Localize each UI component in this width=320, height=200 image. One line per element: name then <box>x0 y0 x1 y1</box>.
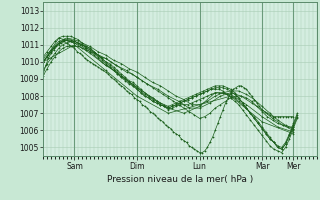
X-axis label: Pression niveau de la mer( hPa ): Pression niveau de la mer( hPa ) <box>107 175 253 184</box>
